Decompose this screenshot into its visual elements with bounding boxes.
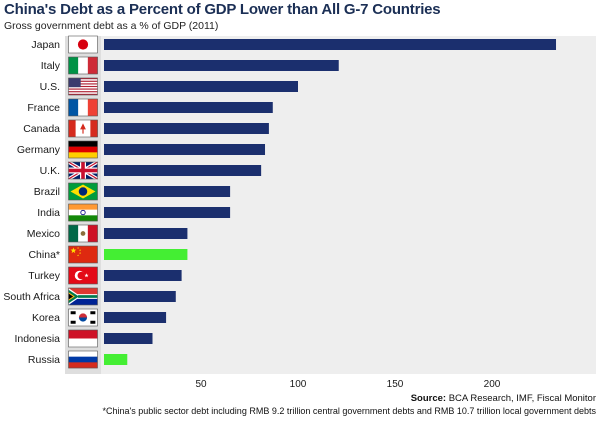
germany-flag-icon: [68, 140, 98, 159]
bar-france: [104, 102, 273, 113]
category-label-mexico: Mexico: [27, 228, 60, 240]
russia-flag-icon: [68, 350, 98, 369]
bar-india: [104, 207, 231, 218]
source-note: Source: BCA Research, IMF, Fiscal Monito…: [411, 393, 596, 404]
bar-u-k: [104, 165, 262, 176]
china-flag-icon: [68, 245, 98, 264]
turkey-flag-icon: [68, 266, 98, 285]
bar-south-africa: [104, 291, 176, 302]
bar-brazil: [104, 186, 231, 197]
south-africa-flag-icon: [68, 287, 98, 306]
category-label-germany: Germany: [17, 144, 61, 156]
brazil-flag-icon: [68, 182, 98, 201]
bar-china: [104, 249, 188, 260]
x-tick-label-200: 200: [484, 379, 501, 390]
x-tick-label-50: 50: [195, 379, 207, 390]
japan-flag-icon: [68, 35, 98, 54]
category-label-russia: Russia: [28, 354, 60, 366]
bar-turkey: [104, 270, 182, 281]
category-label-south-africa: South Africa: [3, 291, 60, 303]
category-label-canada: Canada: [23, 123, 60, 135]
bar-korea: [104, 312, 167, 323]
category-label-indonesia: Indonesia: [14, 333, 60, 345]
bar-italy: [104, 60, 339, 71]
category-label-turkey: Turkey: [28, 270, 60, 282]
category-label-u-s: U.S.: [40, 81, 60, 93]
italy-flag-icon: [68, 56, 98, 75]
chart-subtitle: Gross government debt as a % of GDP (201…: [4, 20, 219, 32]
category-label-france: France: [27, 102, 60, 114]
category-label-u-k: U.K.: [40, 165, 60, 177]
bar-germany: [104, 144, 266, 155]
bar-mexico: [104, 228, 188, 239]
bar-russia: [104, 354, 128, 365]
indonesia-flag-icon: [68, 329, 98, 348]
korea-flag-icon: [68, 308, 98, 327]
category-label-brazil: Brazil: [34, 186, 60, 198]
category-label-korea: Korea: [32, 312, 60, 324]
uk-flag-icon: [67, 160, 99, 181]
bar-japan: [104, 39, 557, 50]
x-tick-label-100: 100: [290, 379, 307, 390]
canada-flag-icon: [68, 119, 98, 138]
source-label: Source:: [410, 393, 447, 404]
footnote: *China's public sector debt including RM…: [102, 406, 596, 416]
category-label-china: China*: [28, 249, 60, 261]
usa-flag-icon: [68, 77, 98, 96]
bar-indonesia: [104, 333, 153, 344]
bar-u-s: [104, 81, 298, 92]
category-label-india: India: [37, 207, 60, 219]
chart-title: China's Debt as a Percent of GDP Lower t…: [4, 1, 441, 18]
mexico-flag-icon: [68, 224, 98, 243]
category-label-japan: Japan: [31, 39, 60, 51]
source-text: BCA Research, IMF, Fiscal Monitor: [448, 393, 596, 404]
bar-canada: [104, 123, 269, 134]
india-flag-icon: [68, 203, 98, 222]
france-flag-icon: [68, 98, 98, 117]
category-label-italy: Italy: [41, 60, 61, 72]
x-tick-label-150: 150: [387, 379, 404, 390]
